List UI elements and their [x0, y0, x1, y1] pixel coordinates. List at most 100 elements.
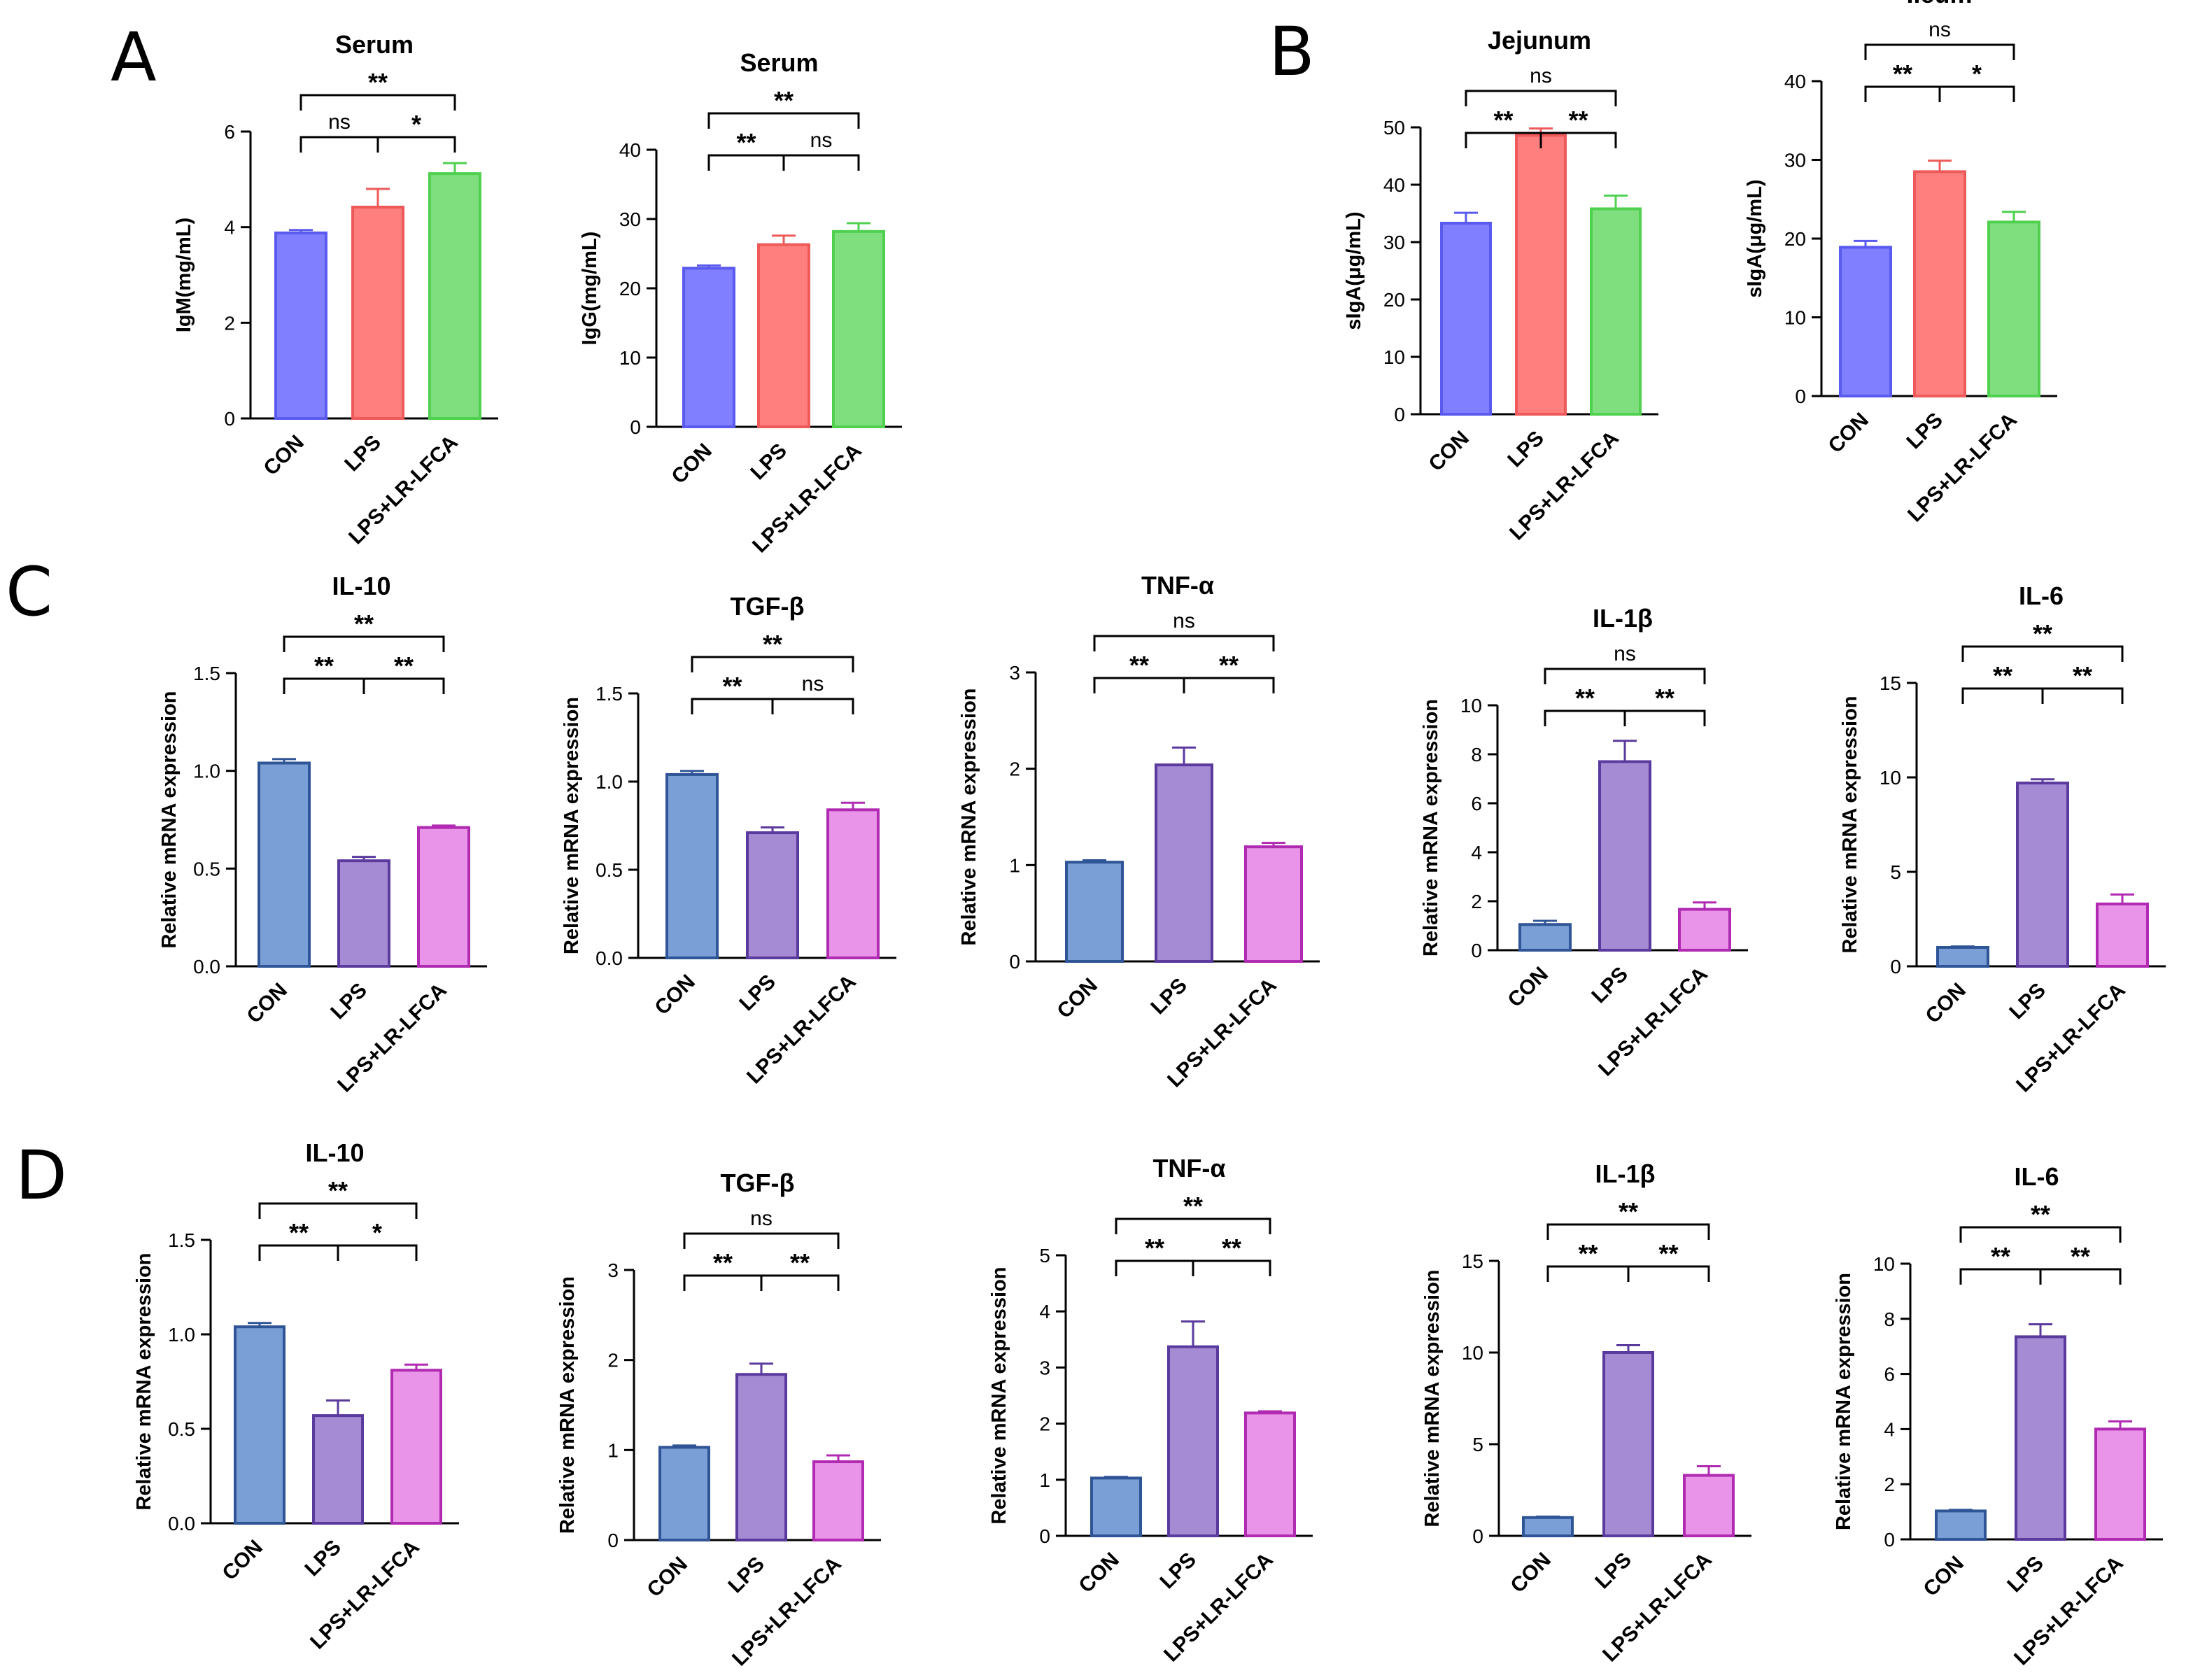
- y-tick-label: 20: [1784, 228, 1806, 250]
- x-tick-label: CON: [218, 1536, 267, 1585]
- chart-title: Jejunum: [1488, 26, 1591, 55]
- y-tick-label: 15: [1462, 1250, 1483, 1272]
- significance-label: **: [1655, 684, 1674, 712]
- significance-label: **: [774, 86, 794, 115]
- significance-label: ns: [1173, 609, 1195, 633]
- bar-lps: [1598, 760, 1651, 952]
- significance-label: **: [1145, 1234, 1164, 1262]
- y-tick-label: 1: [1039, 1469, 1050, 1491]
- bar-con: [682, 267, 735, 429]
- significance-bracket: [1544, 668, 1706, 684]
- y-axis-label: Relative mRNA expression: [158, 691, 181, 948]
- y-tick-label: 10: [1784, 307, 1806, 329]
- significance-label: ns: [1614, 642, 1636, 665]
- y-tick-label: 5: [1472, 1434, 1483, 1455]
- y-tick-label: 6: [224, 121, 235, 143]
- significance-label: **: [354, 609, 374, 638]
- x-tick-label: CON: [1052, 974, 1101, 1023]
- significance-label: *: [411, 110, 421, 139]
- significance-label: **: [2033, 619, 2052, 648]
- chart-title: IL-1β: [1593, 604, 1653, 633]
- y-tick-label: 0: [1471, 940, 1482, 961]
- significance-label: **: [763, 630, 782, 658]
- x-tick-label: LPS: [746, 439, 791, 485]
- x-tick-label: CON: [1824, 409, 1873, 458]
- significance-label: *: [1972, 59, 1982, 88]
- y-tick-label: 2: [1884, 1474, 1895, 1495]
- y-tick-label: 3: [607, 1259, 619, 1281]
- y-axis-label: Relative mRNA expression: [556, 1276, 579, 1534]
- y-tick-label: 40: [1383, 174, 1405, 196]
- y-tick-label: 30: [1383, 232, 1405, 253]
- bar-lps-lr-lfca: [1683, 1474, 1735, 1538]
- chart-title: IL-10: [332, 572, 390, 600]
- chart-title: TNF-α: [1152, 1154, 1225, 1183]
- y-axis-label: Relative mRNA expression: [988, 1266, 1010, 1524]
- y-tick-label: 0: [1039, 1525, 1050, 1547]
- bar-lps: [1167, 1345, 1219, 1537]
- y-tick-label: 10: [1383, 346, 1405, 368]
- bar-lps-lr-lfca: [428, 172, 481, 420]
- bar-con: [1936, 946, 1989, 968]
- x-tick-label: CON: [1921, 979, 1970, 1028]
- significance-label: **: [1578, 1239, 1598, 1268]
- y-tick-label: 40: [1784, 71, 1806, 92]
- x-tick-label: LPS: [735, 970, 780, 1016]
- y-tick-label: 1.0: [193, 761, 220, 782]
- bar-lps-lr-lfca: [390, 1369, 442, 1525]
- bar-con: [1935, 1509, 1987, 1541]
- chart-title: IL-10: [305, 1138, 364, 1167]
- significance-bracket: [1546, 1265, 1630, 1282]
- x-tick-label: CON: [1503, 963, 1552, 1012]
- y-tick-label: 10: [1873, 1253, 1895, 1275]
- y-tick-label: 6: [1884, 1364, 1895, 1385]
- bar-con: [258, 761, 311, 968]
- bar-lps: [1515, 134, 1567, 416]
- significance-label: **: [289, 1218, 309, 1247]
- bar-lps: [1913, 170, 1966, 397]
- y-axis-label: Relative mRNA expression: [560, 697, 583, 954]
- y-tick-label: 2: [1039, 1413, 1050, 1435]
- bar-lps: [757, 243, 810, 428]
- significance-bracket: [771, 698, 854, 714]
- x-tick-label: CON: [642, 1553, 691, 1602]
- significance-label: **: [1991, 1242, 2010, 1271]
- y-tick-label: 1.5: [595, 683, 623, 705]
- bar-lps-lr-lfca: [832, 230, 885, 428]
- y-axis-label: Relative mRNA expression: [1421, 1269, 1444, 1527]
- bar-lps: [337, 859, 390, 968]
- chart-title: TNF-α: [1141, 571, 1214, 600]
- chart-title: IL-6: [2014, 1162, 2059, 1191]
- significance-label: ns: [1530, 64, 1552, 87]
- y-tick-label: 1.5: [193, 663, 220, 684]
- bar-con: [1065, 861, 1124, 963]
- x-tick-label: LPS: [1155, 1548, 1201, 1594]
- significance-bracket: [283, 677, 365, 694]
- y-axis-label: Relative mRNA expression: [958, 688, 980, 945]
- significance-bracket: [782, 154, 860, 171]
- significance-bracket: [1959, 1226, 2122, 1243]
- y-tick-label: 3: [1009, 662, 1020, 684]
- significance-label: ns: [810, 129, 833, 152]
- significance-label: ns: [328, 111, 351, 134]
- chart-3-ileum: 010203040CONLPSLPS+LR-LFCA***nsIleumsIgA…: [1744, 0, 2057, 526]
- x-tick-label: LPS: [1503, 427, 1549, 472]
- significance-bracket: [2041, 687, 2124, 704]
- x-tick-label: CON: [667, 439, 716, 488]
- y-tick-label: 0: [224, 408, 235, 430]
- y-tick-label: 8: [1471, 744, 1482, 765]
- y-tick-label: 0: [1890, 956, 1901, 977]
- chart-title: IL-1β: [1595, 1159, 1656, 1188]
- x-tick-label: LPS: [1902, 409, 1947, 454]
- significance-bracket: [1115, 1217, 1271, 1234]
- bar-lps-lr-lfca: [1244, 845, 1303, 963]
- x-tick-label: LPS: [1591, 1548, 1636, 1594]
